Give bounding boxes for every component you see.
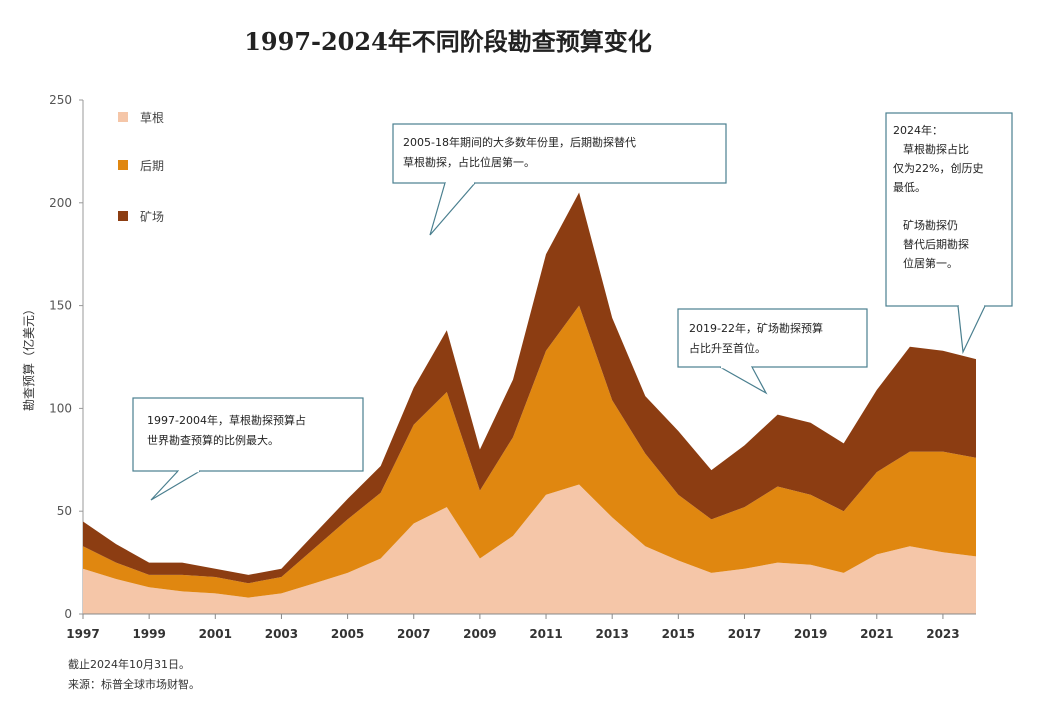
- callout-text-line: 2019-22年，矿场勘探预算: [689, 321, 823, 335]
- y-tick-label: 150: [49, 299, 72, 313]
- note-cutoff: 截止2024年10月31日。: [68, 657, 190, 671]
- legend-swatch: [118, 112, 128, 122]
- callout-pointer: [150, 470, 201, 501]
- legend-label: 后期: [140, 159, 164, 173]
- x-tick-label: 1999: [132, 627, 165, 641]
- x-tick-label: 2005: [331, 627, 364, 641]
- callout-text-line: 位居第一。: [903, 256, 958, 270]
- x-tick-label: 1997: [66, 627, 99, 641]
- x-tick-label: 2007: [397, 627, 430, 641]
- callout-text-line: 1997-2004年，草根勘探预算占: [147, 413, 306, 427]
- area-series-2: [83, 305, 976, 598]
- callout-pointer: [429, 182, 476, 236]
- callout-text-line: 草根勘探占比: [903, 142, 969, 156]
- callout-text-line: 最低。: [893, 181, 926, 194]
- callout-text-line: 2005-18年期间的大多数年份里，后期勘探替代: [403, 135, 636, 149]
- x-tick-label: 2013: [595, 627, 628, 641]
- legend-label: 矿场: [140, 210, 164, 224]
- legend-swatch: [118, 211, 128, 221]
- y-tick-label: 100: [49, 401, 72, 415]
- x-tick-label: 2009: [463, 627, 496, 641]
- stacked-areas: [83, 192, 976, 614]
- x-tick-label: 2001: [199, 627, 232, 641]
- x-tick-label: 2019: [794, 627, 827, 641]
- chart-title: 1997-2024年不同阶段勘查预算变化: [244, 27, 652, 56]
- callout-text-line: 替代后期勘探: [903, 237, 969, 251]
- callout-text-line: 矿场勘探仍: [903, 218, 958, 232]
- callout-box: [392, 123, 727, 184]
- y-tick-label: 200: [49, 196, 72, 210]
- note-source: 来源：标普全球市场财智。: [68, 677, 200, 691]
- callout-text-line: 占比升至首位。: [689, 341, 766, 355]
- y-tick-label: 0: [64, 607, 72, 621]
- legend-label: 草根: [140, 111, 164, 125]
- y-tick-label: 250: [49, 93, 72, 107]
- callout-pointer: [957, 305, 986, 355]
- y-axis-label: 勘查预算（亿美元）: [21, 303, 36, 411]
- callout-text-line: 仅为22%，创历史: [893, 162, 983, 175]
- area-series-3: [83, 192, 976, 584]
- callout-text-line: 2024年：: [893, 123, 943, 137]
- callout-text-line: 草根勘探，占比位居第一。: [403, 155, 535, 169]
- legend-swatch: [118, 160, 128, 170]
- callout-box: [132, 397, 364, 472]
- callout-pointer: [719, 366, 768, 395]
- x-tick-label: 2017: [728, 627, 761, 641]
- x-axis: 1997 1999 2001 2003 2005 2007 2009 2011 2013 2015…: [66, 614, 960, 641]
- area-series-1: [83, 484, 976, 614]
- callout-box: [677, 308, 868, 368]
- x-tick-label: 2011: [529, 627, 562, 641]
- x-tick-label: 2015: [662, 627, 695, 641]
- y-axis: 0 50 100 150 200 250: [49, 93, 84, 621]
- y-tick-label: 50: [57, 504, 72, 518]
- x-tick-label: 2003: [265, 627, 298, 641]
- callout-box: [885, 112, 1013, 307]
- x-tick-label: 2021: [860, 627, 893, 641]
- x-tick-label: 2023: [926, 627, 959, 641]
- callout-text-line: 世界勘查预算的比例最大。: [147, 433, 279, 447]
